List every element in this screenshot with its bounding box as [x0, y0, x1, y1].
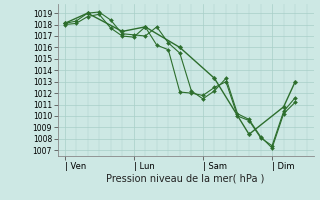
- X-axis label: Pression niveau de la mer( hPa ): Pression niveau de la mer( hPa ): [107, 173, 265, 183]
